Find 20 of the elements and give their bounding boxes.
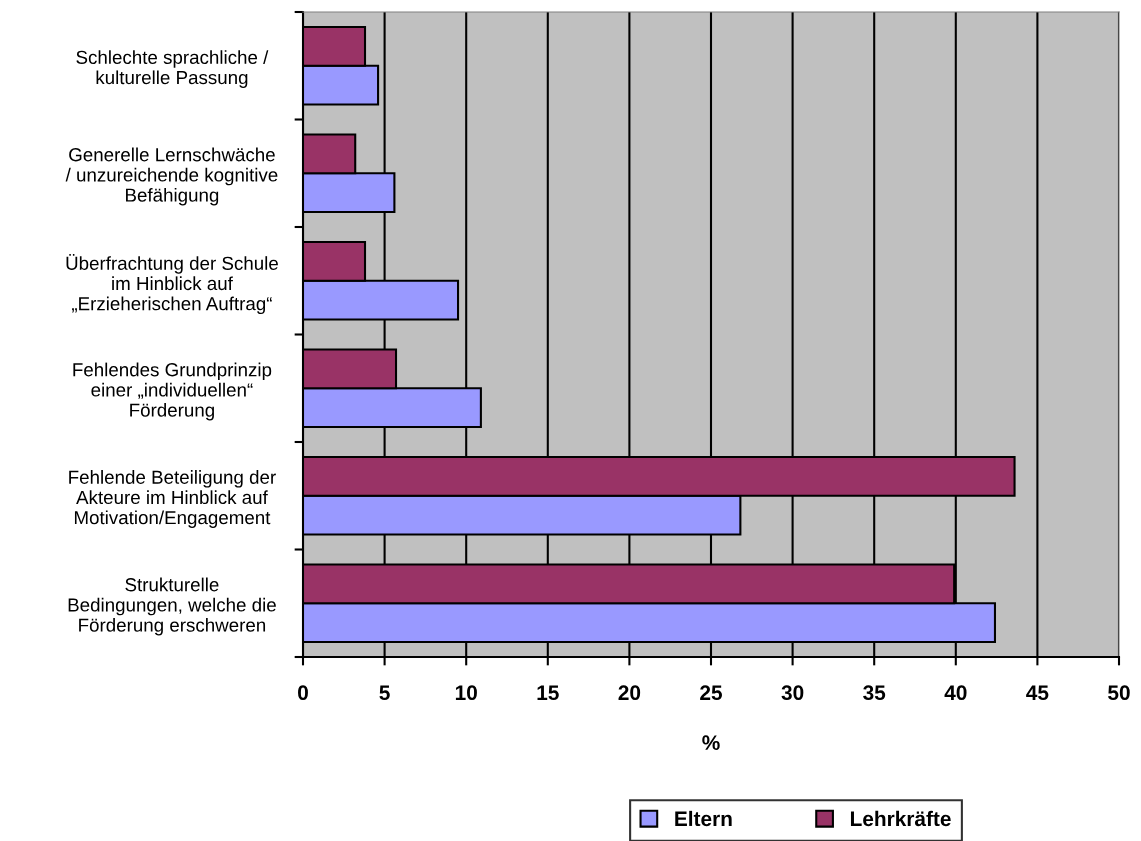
y-tick-label: Überfrachtung der Schule im Hinblick auf „Erzieherischen Auftrag“: [66, 254, 278, 315]
y-tick-label: Fehlende Beteiligung der Akteure im Hinblick auf Motivation/Engagement: [69, 470, 276, 528]
x-tick-label: 0: [298, 685, 308, 701]
legend-label: Lehrkräfte: [850, 810, 951, 827]
x-tick-label: 30: [781, 685, 804, 701]
y-tick-label: Generelle Lernschwäche / unzureichende kognitive Befähigung: [65, 147, 278, 206]
y-tick-label: Fehlendes Grundprinzip einer „individuellen“ Förderung: [73, 362, 272, 421]
x-tick-label: 20: [618, 685, 641, 701]
x-axis-title: %: [702, 735, 720, 751]
legend-label: Eltern: [675, 810, 732, 827]
y-tick-label: Strukturelle Bedingungen, welche die Förderung erschweren: [68, 577, 276, 636]
x-tick-label: 25: [700, 685, 723, 701]
x-tick-label: 45: [1026, 685, 1049, 701]
x-tick-label: 35: [863, 685, 886, 701]
x-tick-label: 15: [537, 685, 559, 701]
x-tick-label: 50: [1108, 685, 1130, 701]
x-tick-label: 10: [455, 685, 477, 701]
x-tick-label: 40: [944, 685, 967, 701]
y-tick-label: Schlechte sprachliche / kulturelle Passung: [76, 50, 269, 88]
x-tick-label: 5: [379, 685, 390, 701]
